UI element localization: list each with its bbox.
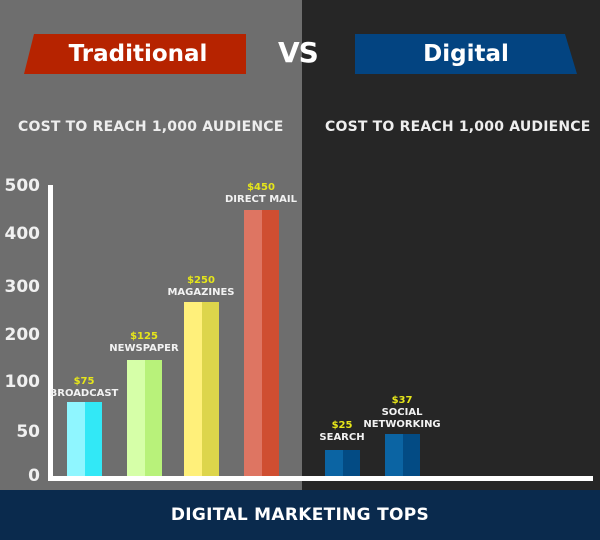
- digital-banner: Digital: [355, 34, 577, 74]
- bar-label-search: $25 SEARCH: [319, 420, 365, 443]
- x-axis: [48, 476, 593, 481]
- traditional-banner: Traditional: [24, 34, 246, 74]
- footer-banner: DIGITAL MARKETING TOPS: [0, 490, 600, 540]
- bar-search: [325, 450, 360, 476]
- bar-magazines: [184, 302, 219, 476]
- vs-label: VS: [278, 36, 319, 69]
- y-tick: 0: [28, 466, 40, 486]
- digital-subtitle: COST TO REACH 1,000 AUDIENCE: [325, 119, 591, 135]
- y-tick: 200: [4, 325, 41, 345]
- bar-broadcast: [67, 402, 102, 476]
- bar-direct-mail: [244, 210, 279, 476]
- traditional-subtitle: COST TO REACH 1,000 AUDIENCE: [18, 119, 284, 135]
- y-axis: [48, 185, 53, 480]
- bar-label-direct-mail: $450 DIRECT MAIL: [225, 182, 297, 205]
- bar-label-social-networking: $37 SOCIAL NETWORKING: [363, 395, 441, 430]
- y-tick: 400: [4, 224, 41, 244]
- bar-label-newspaper: $125 NEWSPAPER: [109, 331, 179, 354]
- bar-social-networking: [385, 434, 420, 476]
- y-tick: 50: [16, 422, 40, 442]
- bar-label-broadcast: $75 BROADCAST: [49, 376, 119, 399]
- y-tick: 100: [4, 372, 41, 392]
- y-tick: 500: [4, 176, 41, 196]
- bar-newspaper: [127, 360, 162, 476]
- digital-panel: [302, 0, 600, 490]
- y-tick: 300: [4, 277, 41, 297]
- bar-label-magazines: $250 MAGAZINES: [167, 275, 235, 298]
